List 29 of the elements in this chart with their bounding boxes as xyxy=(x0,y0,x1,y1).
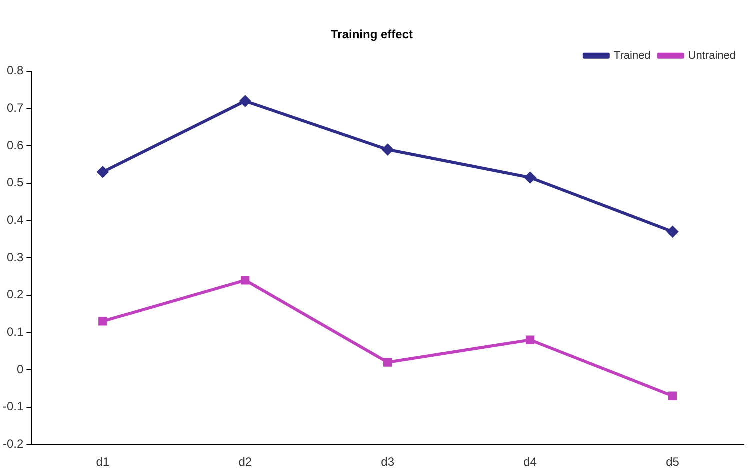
x-tick-label: d2 xyxy=(238,455,252,470)
y-tick-label: 0 xyxy=(16,362,24,376)
point xyxy=(384,358,392,367)
y-tick-label: 0.8 xyxy=(6,64,24,78)
x-tick-label: d5 xyxy=(666,455,680,470)
x-tick-label: d3 xyxy=(381,455,395,470)
y-tick-label: 0.1 xyxy=(6,324,24,339)
y-tick-label: 0.3 xyxy=(6,250,24,264)
y-tick-label: 0.2 xyxy=(6,288,24,302)
y-tick-label: 0.4 xyxy=(6,212,24,227)
y-tick-label: -0.1 xyxy=(2,400,24,414)
point xyxy=(382,144,394,156)
y-tick-label: 0.7 xyxy=(6,101,24,116)
x-tick-label: d1 xyxy=(96,455,110,470)
legend-label: Trained xyxy=(614,50,651,62)
point xyxy=(524,172,536,184)
point xyxy=(240,96,251,107)
point xyxy=(98,317,108,326)
point xyxy=(241,276,250,285)
y-tick-label: -0.2 xyxy=(2,436,24,451)
point xyxy=(667,226,678,238)
chart-title: Training effect xyxy=(330,28,414,42)
legend-label: Untrained xyxy=(688,50,736,62)
y-tick-label: 0.5 xyxy=(6,176,24,190)
y-tick-label: 0.6 xyxy=(6,138,24,152)
point xyxy=(97,166,108,178)
point xyxy=(526,336,535,344)
point xyxy=(668,392,678,400)
x-tick-label: d4 xyxy=(524,455,538,470)
